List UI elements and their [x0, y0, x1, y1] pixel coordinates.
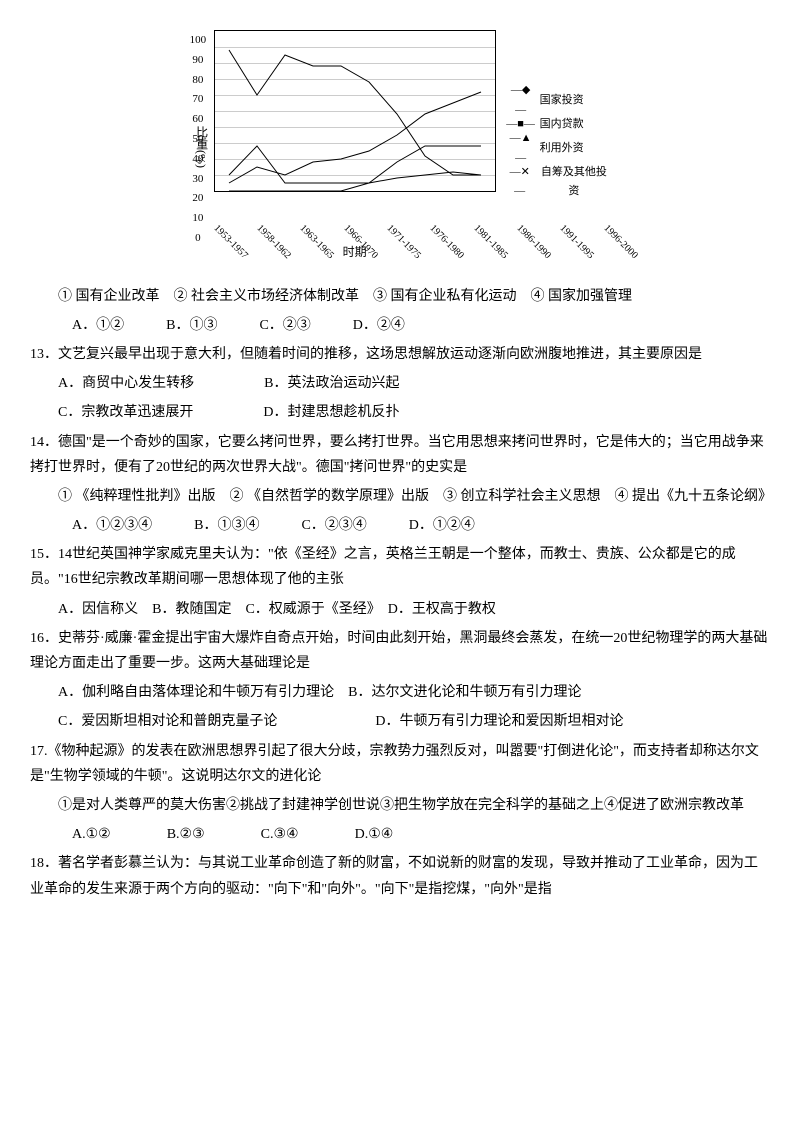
chart-legend: —◆—国家投资 —■—国内贷款 —▲—利用外资 —✕—自筹及其他投资 — [506, 87, 610, 206]
q14-stem: 14．德国"是一个奇妙的国家，它要么拷问世界，要么拷打世界。当它用思想来拷问世界… — [30, 430, 770, 480]
q13-row1: A．商贸中心发生转移 B．英法政治运动兴起 — [30, 371, 770, 396]
y-ticks: 100 90 80 70 60 50 40 30 20 10 0 — [190, 31, 207, 191]
q12-options: ① 国有企业改革 ② 社会主义市场经济体制改革 ③ 国有企业私有化运动 ④ 国家… — [30, 284, 770, 309]
series-line-2 — [229, 172, 481, 191]
q15-choices: A．因信称义 B．教随国定 C．权威源于《圣经》 D．王权高于教权 — [30, 597, 770, 622]
q15-stem: 15．14世纪英国神学家威克里夫认为："依《圣经》之言，英格兰王朝是一个整体，而… — [30, 542, 770, 592]
x-ticks: 1953-1957 1958-1962 1963-1965 1966-1970 … — [215, 218, 495, 236]
q17-stem: 17.《物种起源》的发表在欧洲思想界引起了很大分歧，宗教势力强烈反对，叫嚣要"打… — [30, 739, 770, 789]
legend-item: —✕—自筹及其他投资 — [506, 163, 610, 203]
series-line-3 — [229, 92, 481, 183]
line-chart: 100 90 80 70 60 50 40 30 20 10 0 — [214, 30, 496, 192]
q12-choices: A．①② B．①③ C．②③ D．②④ — [30, 313, 770, 338]
series-line-1 — [229, 146, 481, 183]
q16-row2: C．爱因斯坦相对论和普朗克量子论 D．牛顿万有引力理论和爱因斯坦相对论 — [30, 709, 770, 734]
chart-svg — [215, 31, 495, 191]
series-line-0 — [229, 50, 481, 175]
q13-row2: C．宗教改革迅速展开 D．封建思想趁机反扑 — [30, 400, 770, 425]
q17-options: ①是对人类尊严的莫大伤害②挑战了封建神学创世说③把生物学放在完全科学的基础之上④… — [30, 793, 770, 818]
q13-stem: 13．文艺复兴最早出现于意大利，但随着时间的推移，这场思想解放运动逐渐向欧洲腹地… — [30, 342, 770, 367]
legend-item: —▲—利用外资 — [506, 139, 610, 159]
q14-options: ① 《纯粹理性批判》出版 ② 《自然哲学的数学原理》出版 ③ 创立科学社会主义思… — [30, 484, 770, 509]
q18-stem: 18．著名学者彭慕兰认为：与其说工业革命创造了新的财富，不如说新的财富的发现，导… — [30, 851, 770, 901]
chart-container: 比重(%) 100 90 80 70 60 50 40 30 20 10 0 — [190, 30, 610, 264]
q16-stem: 16．史蒂芬·威廉·霍金提出宇宙大爆炸自奇点开始，时间由此刻开始，黑洞最终会蒸发… — [30, 626, 770, 676]
q16-row1: A．伽利略自由落体理论和牛顿万有引力理论 B．达尔文进化论和牛顿万有引力理论 — [30, 680, 770, 705]
q17-choices: A.①② B.②③ C.③④ D.①④ — [30, 822, 770, 847]
legend-item: —◆—国家投资 — [506, 91, 610, 111]
q14-choices: A．①②③④ B．①③④ C．②③④ D．①②④ — [30, 513, 770, 538]
